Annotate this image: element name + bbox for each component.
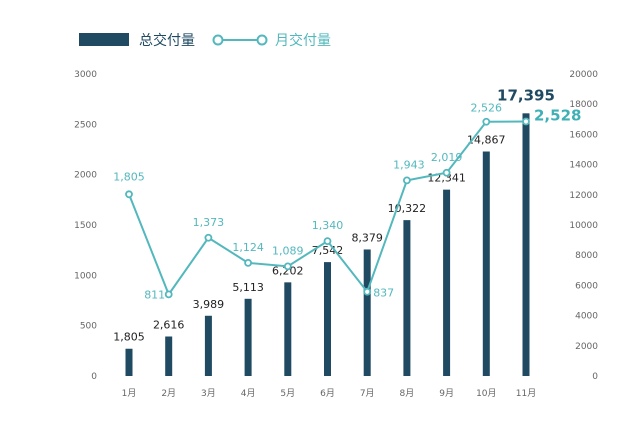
line-value-label: 837 [373,287,394,300]
line-point [244,258,253,267]
bar [284,282,292,376]
bar-series [125,113,530,376]
bar-labels: 1,805 2,616 3,989 5,113 6,202 7,542 8,379 10,32… [113,86,555,343]
bar [403,220,411,376]
line-value-label: 1,340 [312,219,344,232]
line-series [125,117,530,299]
bar-value-label: 7,542 [312,244,344,257]
left-tick-label: 500 [80,322,97,332]
left-tick-label: 3000 [74,70,97,80]
bar-value-label: 6,202 [272,264,304,277]
line-value-label: 1,805 [113,170,145,183]
left-tick-label: 2500 [74,120,97,130]
bar [324,262,331,376]
bar-value-label: 8,379 [351,231,383,244]
line-labels: 1,805 811 1,373 1,124 1,089 1,340 837 1,943 2,01… [113,102,581,302]
left-axis: 0 500 1000 1500 2000 2500 3000 [74,70,97,382]
line-point [402,176,411,185]
line-point [323,237,332,246]
legend-marker-left [212,34,224,46]
bar-value-label: 3,989 [193,298,225,311]
right-tick-label: 4000 [575,312,598,322]
x-tick-label: 2月 [161,388,176,399]
x-tick-label: 10月 [476,388,496,399]
bar-value-label: 10,322 [388,202,427,215]
line-point [522,117,530,126]
bar [165,336,173,376]
line-point [363,287,372,296]
legend-swatch-bar [79,33,129,46]
right-tick-label: 8000 [575,251,598,261]
bar [522,113,530,376]
right-tick-label: 16000 [569,130,598,140]
line-point [482,117,491,126]
line-value-label: 1,373 [193,216,225,229]
bar [244,298,252,376]
bar-value-label: 14,867 [467,134,506,147]
line-point [204,233,213,242]
bar [363,249,371,376]
right-tick-label: 12000 [569,191,598,201]
right-tick-label: 0 [592,372,598,382]
legend-label-bar: 总交付量 [139,32,195,49]
x-tick-label: 7月 [360,388,375,399]
x-tick-label: 11月 [516,388,536,399]
line-value-label: 2,526 [471,102,503,115]
line-point [283,262,292,271]
legend-label-line: 月交付量 [275,32,331,49]
line-value-label: 1,943 [393,158,425,171]
x-tick-label: 1月 [122,388,137,399]
left-tick-label: 0 [91,372,97,382]
right-tick-label: 2000 [575,342,598,352]
bar-value-label: 1,805 [113,331,145,344]
right-tick-label: 6000 [575,281,598,291]
x-tick-label: 4月 [241,388,256,399]
right-tick-label: 14000 [569,161,598,171]
right-tick-label: 20000 [569,70,598,80]
left-tick-label: 1000 [74,271,97,281]
line-value-label: 1,124 [232,241,264,254]
right-axis: 0 2000 4000 6000 8000 10000 12000 14000 16000 180… [569,70,598,382]
line-point [125,190,133,199]
bar [482,151,490,376]
x-tick-label: 6月 [320,388,335,399]
x-axis: 1月 2月 3月 4月 5月 6月 7月 8月 9月 10月 11月 [122,388,537,399]
bar [204,315,212,376]
line-point [442,168,451,177]
right-tick-label: 10000 [569,221,598,231]
bar [125,348,133,376]
bar-value-label: 5,113 [232,281,264,294]
x-tick-label: 8月 [400,388,415,399]
line-value-label: 1,089 [272,244,304,257]
line-point [164,290,173,299]
left-tick-label: 1500 [74,221,97,231]
right-tick-label: 18000 [569,100,598,110]
x-tick-label: 9月 [439,388,454,399]
x-tick-label: 3月 [201,388,216,399]
bar-value-label: 2,616 [153,318,185,331]
legend: 总交付量 月交付量 [79,32,331,49]
legend-marker-right [256,34,268,46]
line-value-label: 2,019 [431,151,463,164]
line-value-label: 811 [144,288,165,301]
left-tick-label: 2000 [74,171,97,181]
bar [443,189,451,376]
line-value-label: 2,528 [534,107,581,125]
x-tick-label: 5月 [280,388,295,399]
bar-value-label: 17,395 [497,86,555,104]
